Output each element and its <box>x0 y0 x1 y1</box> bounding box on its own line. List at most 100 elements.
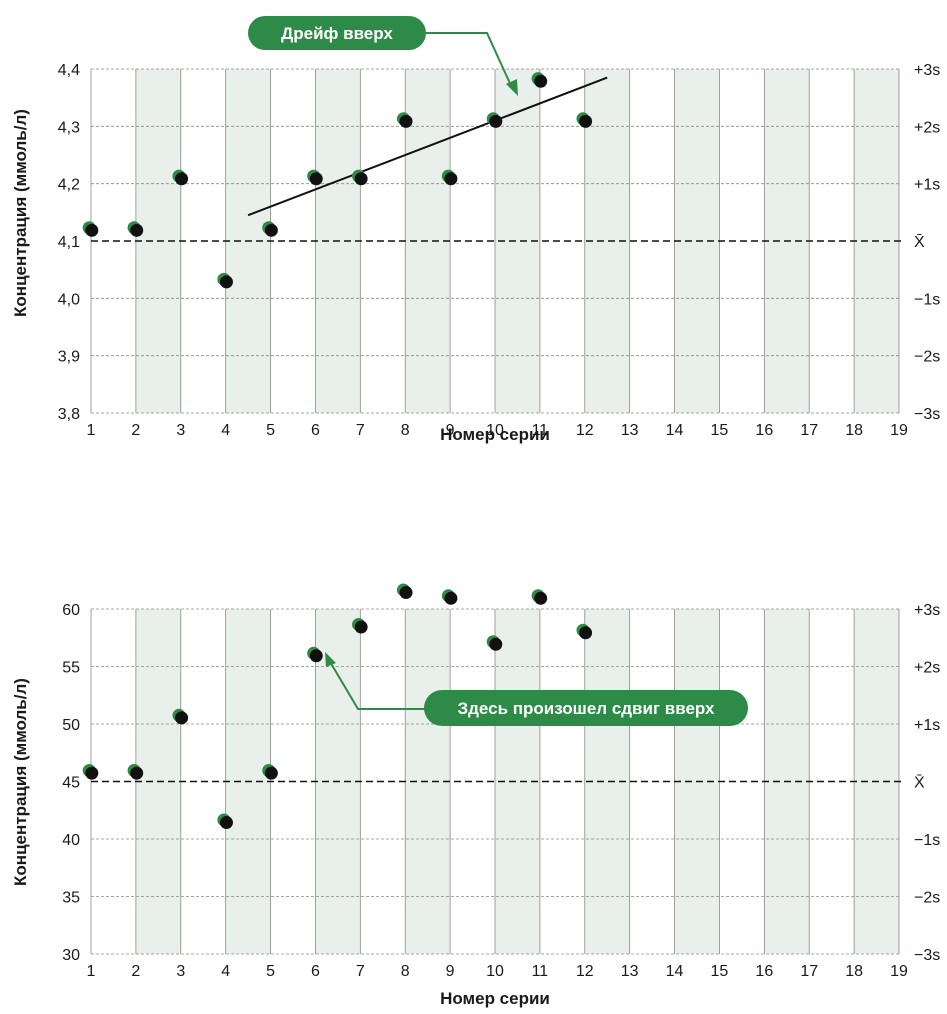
y-tick-label: 35 <box>62 890 80 907</box>
chart-drift: 1 2 3 4 5 6 7 8 9 10 11 12 13 14 15 16 17 18 194,44,34,24,… <box>11 16 940 444</box>
data-point-dot <box>175 711 189 725</box>
x-tick-label: 8 <box>401 422 410 439</box>
sd-label: −1s <box>914 291 940 308</box>
x-tick-label: 15 <box>711 422 729 439</box>
data-point-dot <box>534 591 548 605</box>
data-point-dot <box>444 591 458 605</box>
annotation-box <box>248 16 426 50</box>
data-point <box>127 764 144 780</box>
x-tick-label: 18 <box>845 422 863 439</box>
data-point <box>396 112 413 128</box>
x-tick-label: 9 <box>446 422 455 439</box>
data-point <box>352 169 368 186</box>
data-point <box>441 169 458 186</box>
data-point-dot <box>354 620 368 634</box>
annotation-arrowhead <box>325 652 336 667</box>
sd-label: −1s <box>914 832 940 849</box>
data-point <box>486 635 503 651</box>
data-point-dot <box>489 114 503 128</box>
sd-label: −3s <box>914 406 940 423</box>
y-tick-label: 55 <box>62 660 80 677</box>
data-point <box>172 169 189 186</box>
data-point-dot <box>309 172 323 186</box>
annotation-arrowhead <box>506 79 518 96</box>
y-tick-label: 40 <box>62 832 80 849</box>
x-tick-label: 11 <box>532 963 549 980</box>
chart-shift: 1 2 3 4 5 6 7 8 9 10 11 12 13 14 15 16 17 18 1960555045403… <box>11 583 940 1008</box>
data-point-dot <box>130 766 144 780</box>
x-tick-label: 13 <box>621 422 639 439</box>
x-tick-label: 18 <box>845 963 863 980</box>
x-tick-label: 13 <box>621 963 639 980</box>
y-axis-title: Концентрация (ммоль/л) <box>11 109 30 317</box>
x-tick-label: 12 <box>576 422 594 439</box>
x-tick-label: 10 <box>486 422 504 439</box>
data-point-dot <box>579 114 593 128</box>
x-tick-label: 12 <box>576 963 594 980</box>
data-point-dot <box>444 172 458 186</box>
x-tick-label: 11 <box>532 422 549 439</box>
x-tick-label: 7 <box>356 963 365 980</box>
data-point-dot <box>399 114 413 128</box>
x-tick-label: 6 <box>311 963 320 980</box>
data-point <box>172 708 189 725</box>
sd-label: X̄ <box>914 774 925 791</box>
y-tick-label: 4,1 <box>58 234 80 251</box>
annotation-label: Дрейф вверх <box>281 24 393 43</box>
data-point <box>441 589 458 605</box>
y-tick-label: 4,4 <box>58 62 80 79</box>
x-tick-label: 4 <box>221 963 230 980</box>
x-tick-label: 19 <box>890 422 908 439</box>
y-tick-label: 4,0 <box>58 291 80 308</box>
x-tick-label: 4 <box>221 422 230 439</box>
x-tick-label: 3 <box>176 963 185 980</box>
sd-label: +3s <box>914 62 940 79</box>
x-tick-label: 6 <box>311 422 320 439</box>
data-point-dot <box>534 74 548 88</box>
data-point <box>486 112 503 128</box>
annotation-shift: Здесь произошел сдвиг вверх <box>325 652 748 726</box>
annotation-drift: Дрейф вверх <box>248 16 518 96</box>
data-point-dot <box>219 275 233 289</box>
annotation-leader <box>328 659 425 710</box>
data-point <box>217 272 233 289</box>
data-point <box>262 764 278 780</box>
data-point <box>531 72 548 88</box>
y-tick-label: 45 <box>62 775 80 792</box>
data-point-dot <box>175 172 189 186</box>
annotation-box <box>424 690 748 726</box>
x-tick-label: 5 <box>266 963 275 980</box>
x-tick-label: 1 <box>87 963 96 980</box>
x-tick-label: 7 <box>356 422 365 439</box>
x-tick-label: 14 <box>666 422 684 439</box>
sd-label: +1s <box>914 177 940 194</box>
data-point-dot <box>85 223 99 237</box>
y-tick-label: 3,9 <box>58 349 80 366</box>
x-tick-label: 5 <box>266 422 275 439</box>
y-axis-title: Концентрация (ммоль/л) <box>11 678 30 886</box>
y-tick-label: 50 <box>62 717 80 734</box>
data-point-dot <box>219 816 233 830</box>
data-point <box>576 623 593 640</box>
data-point <box>307 169 323 186</box>
sd-label: X̄ <box>914 234 925 251</box>
sd-label: −2s <box>914 349 940 366</box>
x-tick-label: 14 <box>666 963 684 980</box>
data-point-dot <box>264 766 278 780</box>
data-point <box>127 221 144 237</box>
x-tick-label: 19 <box>890 963 908 980</box>
sd-label: −3s <box>914 947 940 964</box>
data-point <box>262 221 278 237</box>
data-point <box>307 646 323 663</box>
x-tick-label: 10 <box>486 963 504 980</box>
y-tick-label: 4,3 <box>58 119 80 136</box>
x-tick-label: 1 <box>87 422 96 439</box>
data-point <box>217 813 233 830</box>
sd-label: −2s <box>914 890 940 907</box>
x-axis-title: Номер серии <box>440 425 550 444</box>
data-point <box>82 764 99 780</box>
data-point <box>82 221 99 237</box>
x-tick-label: 15 <box>711 963 729 980</box>
data-point <box>576 112 593 128</box>
